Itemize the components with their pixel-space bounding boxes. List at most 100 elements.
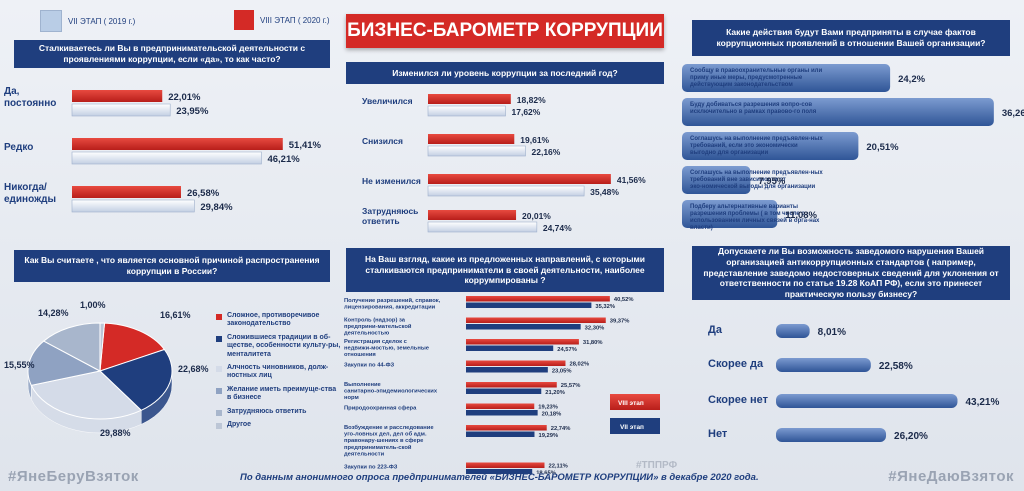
encounter-bar-2019: [71, 199, 195, 213]
areas-header: На Ваш взгляд, какие из предложенных нап…: [346, 248, 664, 292]
actions-value-label: 36,26%: [1002, 108, 1024, 119]
areas-value-2020: 28,02%: [569, 362, 589, 368]
encounter-value-2019: 46,21%: [267, 154, 300, 165]
change-category-label: Увеличился: [362, 96, 413, 106]
legend-stage7: VII ЭТАП ( 2019 г.): [40, 10, 135, 32]
reporting-bar: [776, 428, 887, 442]
reasons-legend-swatch: [216, 409, 222, 416]
areas-category-label: Получение разрешений, справок, лицензиров…: [344, 297, 441, 311]
areas-bar-2019: [466, 367, 548, 373]
encounter-bar-2019: [71, 103, 171, 117]
encounter-category-label: Никогда/единожды: [4, 182, 56, 205]
areas-bar-2019: [466, 410, 538, 416]
reporting-chart: Да 8,01% Скорее да 22,58% Скорее нет 43,21% Не…: [708, 324, 1000, 442]
encounter-header: Сталкиваетесь ли Вы в предпринимательско…: [14, 40, 330, 68]
actions-value-label: 11,08%: [785, 210, 817, 221]
pie-slice: [27, 340, 102, 386]
hashtag-center: #ТППРФ: [636, 460, 678, 471]
areas-value-2020: 39,37%: [610, 319, 630, 325]
reporting-bar: [776, 358, 871, 372]
areas-value-2019: 23,05%: [552, 369, 572, 375]
areas-chart: Получение разрешений, справок, лицензиров…: [344, 296, 660, 475]
change-category-label: Не изменился: [362, 176, 421, 186]
reasons-legend-item: Желание иметь преимуще-ства в бизнесе: [216, 386, 342, 403]
actions-category-label: Соглашусь на выполнение предъявлен-ных тр…: [690, 136, 823, 156]
actions-header: Какие действия будут Вами предприняты в …: [692, 20, 1010, 56]
change-bar-2019: [427, 145, 526, 157]
reasons-header: Как Вы считаете , что является основной …: [14, 250, 330, 282]
change-value-2020: 19,61%: [520, 135, 549, 145]
change-chart: Увеличился 18,82% 17,62% Снизился 19,61% 22,1…: [362, 94, 646, 233]
reporting-value-label: 26,20%: [894, 431, 928, 442]
areas-category-label: Закупки по 223-ФЗ: [344, 465, 398, 471]
areas-value-2019: 32,30%: [585, 326, 605, 332]
reasons-legend-item: Сложившиеся традиции в об-ществе, особен…: [216, 334, 342, 359]
areas-value-2019: 18,65%: [536, 471, 556, 475]
change-value-2019: 22,16%: [532, 147, 561, 157]
reasons-legend-label: Желание иметь преимуще-ства в бизнесе: [227, 385, 337, 402]
areas-bar-2019: [466, 431, 535, 437]
actions-bar: [682, 98, 994, 126]
change-value-2019: 24,74%: [543, 223, 572, 233]
reporting-value-label: 43,21%: [965, 397, 999, 408]
areas-bar-2020: [466, 403, 535, 409]
change-value-2020: 41,56%: [617, 175, 646, 185]
areas-bar-2019: [466, 345, 554, 351]
areas-bar-2020: [466, 360, 566, 366]
areas-value-2020: 40,52%: [614, 297, 634, 303]
areas-legend-label-2019: VII этап: [620, 424, 644, 431]
change-bar-2019: [427, 221, 538, 233]
pie-value-label: 1,00%: [80, 300, 106, 310]
reporting-value-label: 8,01%: [818, 327, 846, 338]
legend-swatch-stage8: [234, 10, 254, 30]
areas-bar-2020: [466, 296, 610, 302]
reporting-value-label: 22,58%: [879, 361, 913, 372]
reasons-legend-label: Сложившиеся традиции в об-ществе, особен…: [227, 333, 341, 358]
areas-value-2020: 22,11%: [548, 464, 567, 470]
reasons-legend-item: Другое: [216, 421, 342, 429]
reporting-category-label: Да: [708, 324, 723, 336]
actions-value-label: 20,51%: [866, 142, 899, 153]
reasons-legend-item: Затрудняюсь ответить: [216, 408, 342, 416]
areas-value-2019: 35,32%: [595, 304, 615, 310]
areas-value-2019: 24,57%: [557, 347, 577, 353]
change-bar-2020: [428, 134, 515, 144]
areas-value-2020: 19,23%: [538, 405, 558, 411]
reasons-pie-chart: 16,61% 22,68% 29,88% 15,55% 14,28% 1,00%: [4, 300, 209, 438]
encounter-bar-2020: [72, 90, 163, 102]
areas-bar-2020: [466, 462, 545, 468]
encounter-value-2020: 22,01%: [168, 92, 201, 103]
areas-category-label: Регистрация сделок с недвижи-мостью, земе…: [344, 339, 430, 358]
encounter-value-2019: 29,84%: [200, 202, 233, 213]
reasons-legend-item: Сложное, противоречивое законодательство: [216, 312, 342, 329]
encounter-value-2020: 51,41%: [289, 140, 322, 151]
actions-category-label: Соглашусь на выполнение предъявлен-ных тр…: [690, 170, 823, 190]
hashtag-left: #ЯнеБеруВзяток: [8, 468, 139, 485]
change-category-label: Снизился: [362, 136, 403, 146]
areas-category-label: Контроль (надзор) за предприни-мательской…: [344, 318, 412, 337]
change-bar-2019: [427, 105, 506, 117]
legend-stage8: VIII ЭТАП ( 2020 г.): [234, 10, 330, 30]
areas-value-2019: 20,18%: [542, 412, 562, 418]
areas-value-2020: 25,57%: [561, 383, 581, 389]
actions-category-label: Сообщу в правоохранительные органы или пр…: [690, 67, 822, 88]
areas-value-2020: 22,74%: [551, 426, 571, 432]
pie-slice: [99, 322, 166, 372]
areas-bar-2019: [466, 469, 533, 474]
reasons-legend-item: Алчность чиновников, долж-ностных лиц: [216, 364, 342, 381]
actions-bar: [682, 64, 891, 92]
areas-bar-2019: [466, 302, 592, 308]
actions-category-label: Подберу альтернативные варианты разрешени…: [690, 203, 820, 231]
areas-bar-2020: [466, 317, 606, 323]
pie-slice: [42, 322, 101, 372]
actions-bar: [682, 132, 859, 160]
legend-label-stage8: VIII ЭТАП ( 2020 г.): [260, 15, 330, 25]
reasons-legend-label: Другое: [227, 420, 252, 428]
encounter-category-label: Да, постоянно: [4, 86, 56, 109]
pie-value-label: 15,55%: [4, 360, 35, 370]
reporting-category-label: Скорее нет: [708, 394, 769, 406]
areas-bar-2019: [466, 324, 581, 330]
change-value-2019: 35,48%: [590, 187, 619, 197]
areas-bar-2019: [466, 388, 542, 394]
areas-category-label: Закупки по 44-ФЗ: [344, 363, 395, 369]
